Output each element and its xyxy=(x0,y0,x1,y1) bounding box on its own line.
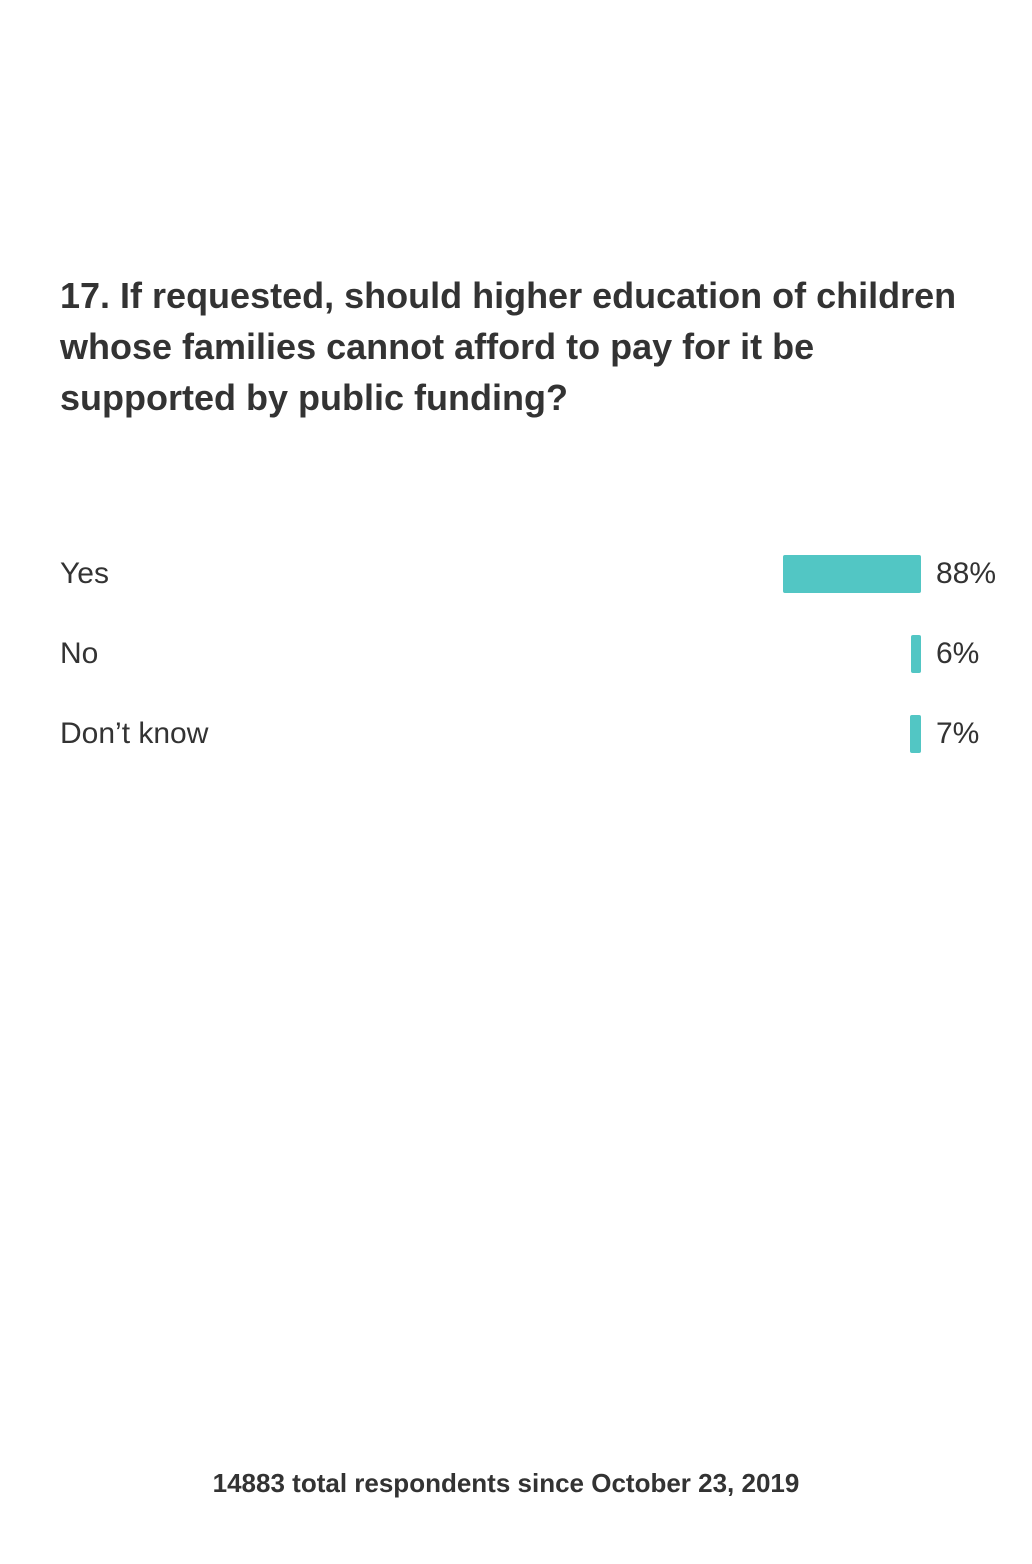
question-title: 17. If requested, should higher educatio… xyxy=(60,275,957,418)
respondents-footer: 14883 total respondents since October 23… xyxy=(212,1468,800,1498)
result-row: Yes 88% xyxy=(0,554,1032,594)
result-row: Don’t know 7% xyxy=(0,714,1032,754)
result-percentage: 7% xyxy=(936,717,980,750)
result-bar xyxy=(910,715,921,753)
result-label: No xyxy=(60,637,99,670)
result-label: Yes xyxy=(60,557,109,590)
result-row: No 6% xyxy=(0,634,1032,674)
result-percentage: 88% xyxy=(936,557,997,590)
result-label: Don’t know xyxy=(60,717,209,750)
result-percentage: 6% xyxy=(936,637,980,670)
result-bar xyxy=(782,555,921,593)
result-bar xyxy=(911,635,921,673)
